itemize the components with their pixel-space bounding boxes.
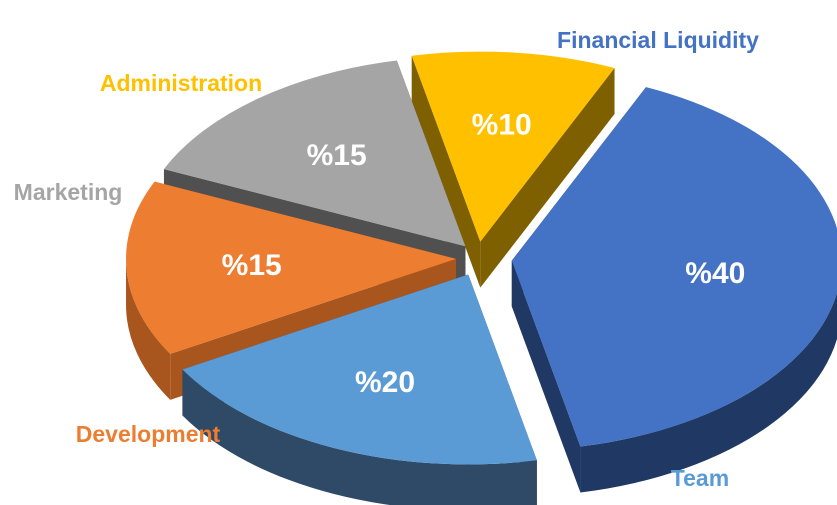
- slice-development: [126, 181, 457, 354]
- slice-team: [182, 274, 537, 465]
- category-label: Team: [671, 465, 729, 491]
- slice-side: [580, 292, 837, 493]
- slice-value-label: %15: [307, 139, 367, 172]
- slice-value-label: %20: [355, 366, 415, 399]
- slice-top-layer: [126, 51, 837, 465]
- slice-wall: [411, 55, 481, 288]
- slice-wall: [480, 68, 615, 288]
- slice-side: [182, 369, 537, 505]
- slice-wall: [511, 260, 581, 493]
- slice-value-label: %10: [472, 108, 532, 141]
- slice-administration: [411, 51, 615, 242]
- slice-financial-liquidity: [511, 87, 837, 447]
- slice-depth-administration: [411, 55, 615, 288]
- slice-marketing: [163, 60, 466, 247]
- slice-value-label: %40: [685, 257, 745, 290]
- category-label: Marketing: [14, 179, 123, 205]
- slice-value-label: %15: [222, 249, 282, 282]
- category-label: Development: [76, 421, 221, 447]
- category-label: Financial Liquidity: [557, 27, 759, 53]
- label-layer: %40 Financial Liquidity %20 Team %15 Developm…: [14, 27, 759, 491]
- category-label: Administration: [100, 70, 262, 96]
- slice-side: [126, 258, 171, 400]
